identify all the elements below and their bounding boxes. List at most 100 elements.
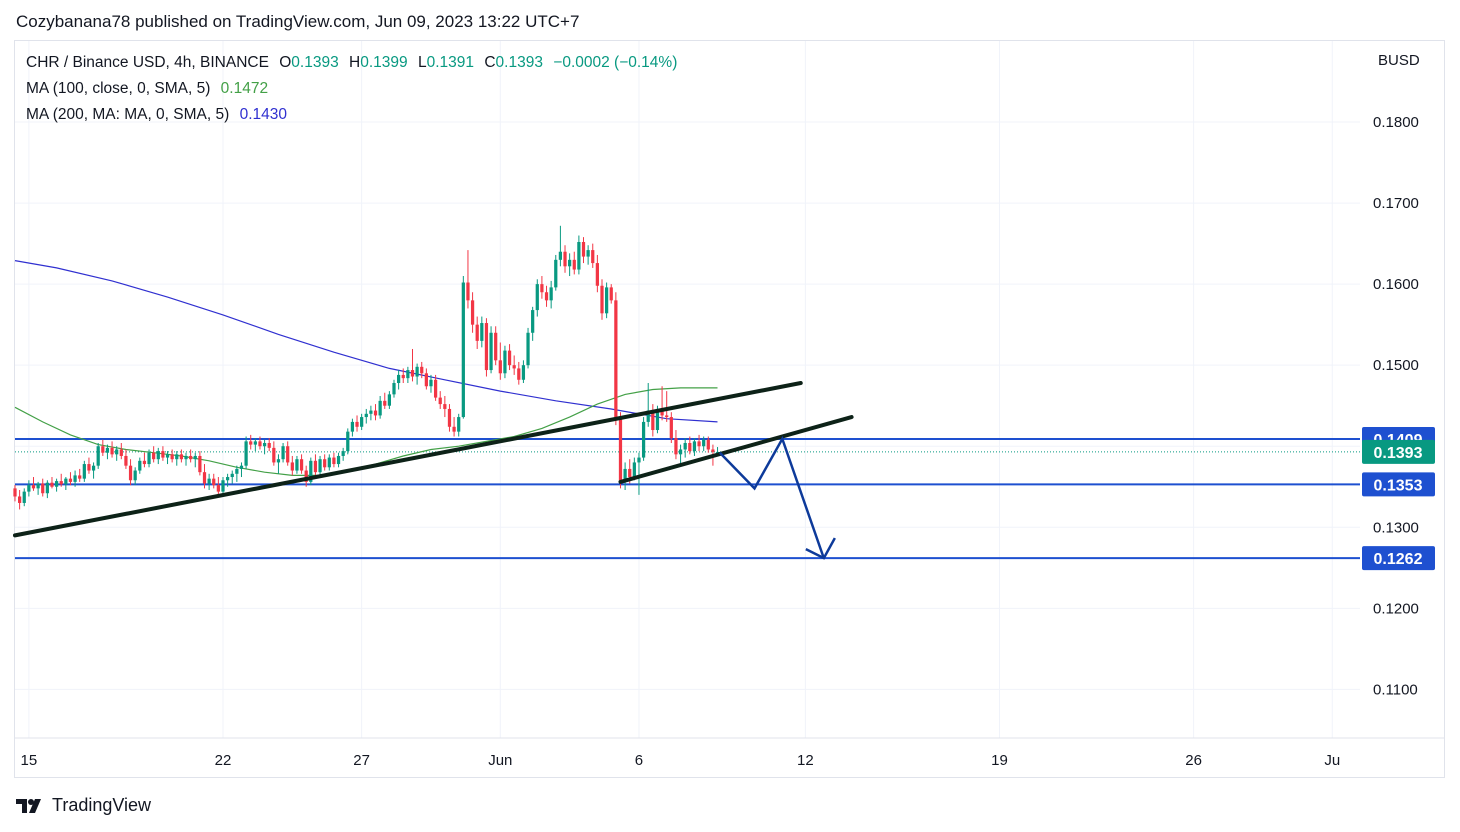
candle-body xyxy=(175,454,179,460)
publish-line: Cozybanana78 published on TradingView.co… xyxy=(16,12,580,31)
candle xyxy=(36,481,40,495)
candle xyxy=(45,480,49,499)
legend-ma200[interactable]: MA (200, MA: MA, 0, SMA, 5) 0.1430 xyxy=(26,106,293,124)
candle xyxy=(281,442,285,463)
candle xyxy=(614,292,618,426)
candle xyxy=(641,417,646,461)
candle-body xyxy=(184,455,188,460)
candle xyxy=(295,455,299,474)
y-tick-label: 0.1600 xyxy=(1373,276,1419,293)
y-tick-label: 0.1100 xyxy=(1373,681,1418,698)
legend-open-label: O xyxy=(279,54,292,71)
candle-body xyxy=(50,482,54,487)
candle-body xyxy=(105,447,110,453)
candle xyxy=(244,436,248,469)
candle xyxy=(544,285,549,307)
candle xyxy=(401,368,405,384)
candle xyxy=(387,391,391,409)
candle xyxy=(494,326,498,366)
candle xyxy=(147,449,151,468)
candle-body xyxy=(27,485,31,492)
candlesticks xyxy=(13,225,720,510)
candle-body xyxy=(715,451,720,453)
y-tick-label: 0.1200 xyxy=(1373,600,1419,617)
candle-body xyxy=(156,451,160,460)
candle xyxy=(128,459,133,486)
price-level-badge-bg xyxy=(1362,546,1435,571)
currency-label[interactable]: BUSD xyxy=(1378,52,1420,69)
candle-body xyxy=(581,241,586,257)
candle xyxy=(350,418,355,437)
candle-body xyxy=(470,300,475,325)
candle-body xyxy=(309,460,313,482)
candle-body xyxy=(406,370,410,379)
candle xyxy=(369,405,373,421)
candle xyxy=(193,452,197,468)
candle xyxy=(286,441,290,466)
candle-body xyxy=(549,287,553,301)
candle xyxy=(484,318,489,377)
candle-body xyxy=(609,287,613,301)
candle xyxy=(290,455,294,476)
candle-body xyxy=(290,462,294,471)
chart-grid xyxy=(15,41,1444,739)
candle-body xyxy=(355,421,359,427)
candle xyxy=(110,441,114,458)
last-price-badge: 0.1393 xyxy=(1362,439,1435,464)
price-levels xyxy=(15,437,1360,560)
candle xyxy=(415,363,419,385)
candle-body xyxy=(323,459,327,468)
candle xyxy=(669,412,673,443)
candle xyxy=(276,454,281,474)
candle xyxy=(457,413,461,437)
candle xyxy=(378,395,382,419)
candle-body xyxy=(424,373,428,387)
candle-body xyxy=(577,241,581,270)
candle-body xyxy=(45,482,49,494)
legend-low: 0.1391 xyxy=(426,54,475,71)
candle xyxy=(216,477,220,497)
candle-body xyxy=(341,451,345,456)
candle xyxy=(323,454,327,471)
candle xyxy=(660,386,664,421)
last-price-badge-bg xyxy=(1362,439,1435,464)
legend-symbol: CHR / Binance USD, 4h, BINANCE xyxy=(26,54,269,71)
legend-close-label: C xyxy=(484,54,496,71)
candle-body xyxy=(521,365,526,380)
x-tick-label: 15 xyxy=(21,752,38,769)
candle xyxy=(115,446,119,461)
tradingview-logo-icon xyxy=(16,798,41,813)
candle xyxy=(87,457,91,474)
candle xyxy=(119,442,123,460)
legend-ma100[interactable]: MA (100, close, 0, SMA, 5) 0.1472 xyxy=(26,80,274,98)
ma100-path xyxy=(14,387,718,476)
candle-body xyxy=(179,454,184,460)
candle-body xyxy=(623,468,627,481)
candle-body xyxy=(295,459,299,471)
chart-frame[interactable] xyxy=(14,40,1445,778)
candle xyxy=(678,444,683,465)
candle-body xyxy=(683,442,687,450)
candle-body xyxy=(332,457,336,465)
candle xyxy=(475,316,479,349)
candle xyxy=(531,306,535,341)
candle-body xyxy=(115,449,119,455)
candle xyxy=(50,477,54,489)
candle-body xyxy=(512,365,516,369)
candle-body xyxy=(540,284,544,293)
candle-body xyxy=(212,478,216,486)
candle xyxy=(512,355,516,375)
candle xyxy=(364,408,368,424)
candle xyxy=(433,374,438,401)
candle xyxy=(554,254,558,291)
candle-body xyxy=(383,400,387,406)
footer-brand: TradingView xyxy=(52,795,152,815)
candle-body xyxy=(68,478,73,482)
candle xyxy=(346,428,350,455)
projection-arrow xyxy=(719,435,836,560)
candle xyxy=(452,417,456,437)
price-axis: 0.11000.12000.13000.14000.15000.16000.17… xyxy=(1373,114,1419,698)
candle xyxy=(447,404,452,432)
candle-body xyxy=(600,285,604,314)
